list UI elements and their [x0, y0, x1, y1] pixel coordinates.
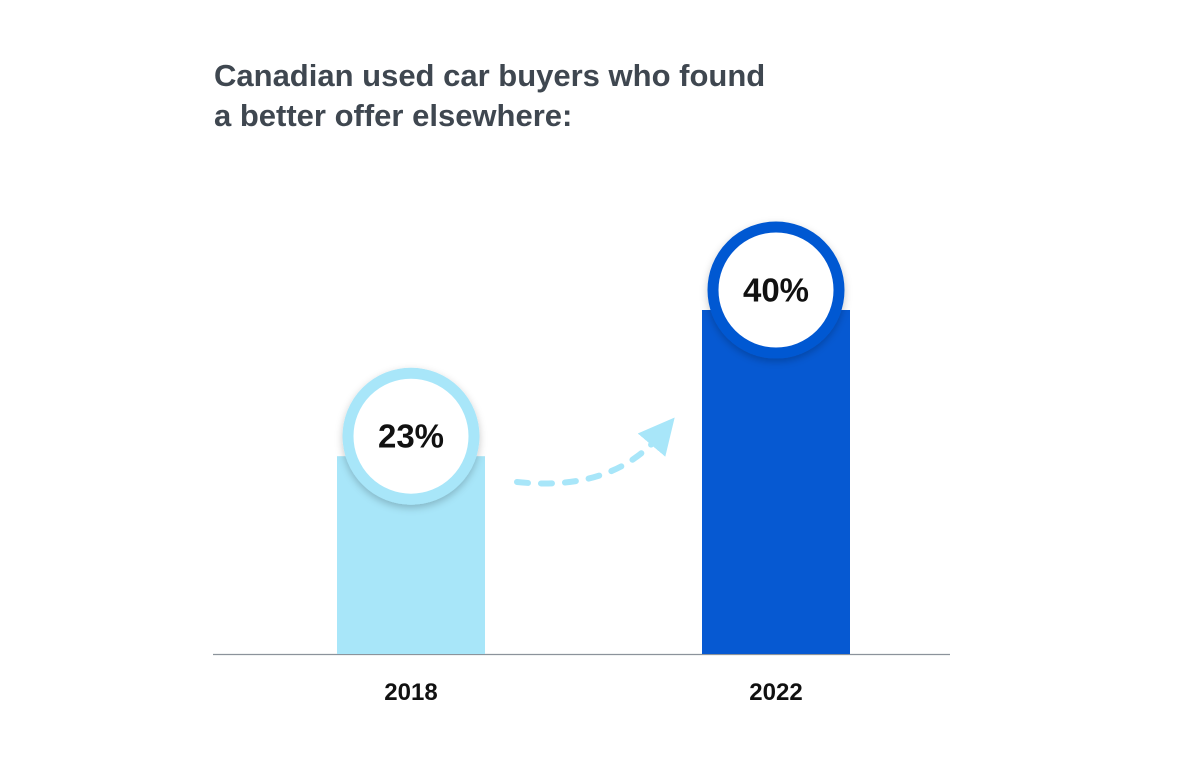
- x-tick-label-2022: 2022: [749, 679, 802, 706]
- bar-2022: [702, 310, 850, 654]
- value-label-ring-2018: [342, 367, 480, 505]
- x-tick-label-2018: 2018: [384, 679, 437, 706]
- chart-title: Canadian used car buyers who found a bet…: [214, 56, 765, 136]
- data-label-2018: 23%: [378, 418, 444, 455]
- value-label-ring-2022: [707, 221, 845, 359]
- trend-arrow: [514, 417, 675, 487]
- chart-title-line-2: a better offer elsewhere:: [214, 98, 573, 133]
- data-label-2022: 40%: [743, 272, 809, 309]
- chart-title-line-1: Canadian used car buyers who found: [214, 58, 766, 93]
